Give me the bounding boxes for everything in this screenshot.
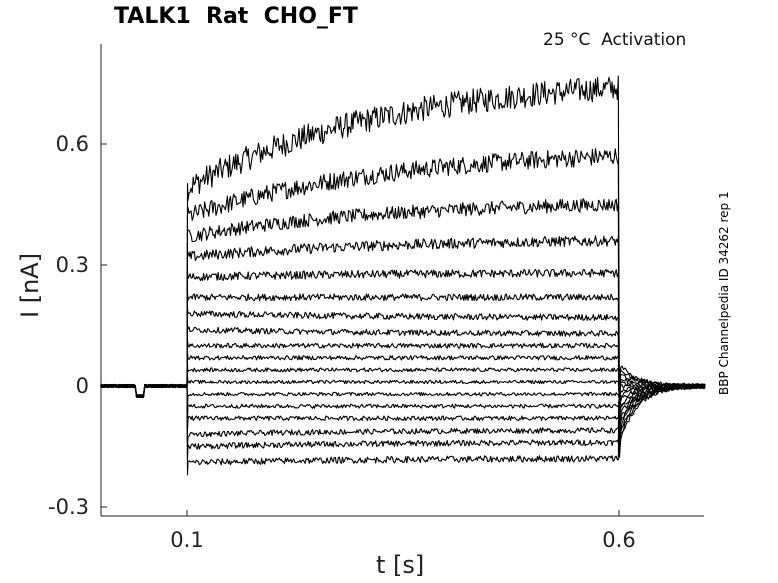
chart-title: TALK1 Rat CHO_FT [114,4,358,29]
y-tick-label: 0 [76,374,89,398]
current-trace-2 [100,148,706,454]
current-trace-17 [100,368,706,460]
y-tick-label: 0.3 [56,253,89,277]
current-trace-9 [100,340,706,420]
current-trace-7 [100,308,706,429]
current-trace-12 [100,376,706,405]
current-trace-13 [100,383,706,407]
current-trace-16 [100,374,706,448]
y-tick-label: 0.6 [56,132,89,156]
axes [100,44,704,517]
current-trace-1 [100,75,706,458]
temperature-protocol-annotation: 25 °C Activation [543,30,687,50]
current-trace-3 [100,198,706,449]
current-trace-15 [100,377,706,431]
current-traces [100,75,706,476]
y-tick-label: -0.3 [48,495,89,519]
channelpedia-id-note: BBP Channelpedia ID 34262 rep 1 [717,191,731,395]
current-trace-8 [100,324,706,425]
tick-labels: -0.3 0 0.3 0.6 0.1 0.6 [48,132,636,552]
current-trace-6 [100,291,706,434]
current-trace-18 [100,365,706,476]
x-tick-label: 0.1 [170,528,203,552]
x-axis-label: t [s] [376,551,425,579]
current-trace-14 [100,381,706,419]
current-trace-10 [100,352,706,415]
current-trace-5 [100,268,706,439]
current-trace-4 [100,235,706,444]
x-tick-label: 0.6 [602,528,635,552]
y-axis-label: I [nA] [16,252,44,318]
current-trace-11 [100,364,706,410]
